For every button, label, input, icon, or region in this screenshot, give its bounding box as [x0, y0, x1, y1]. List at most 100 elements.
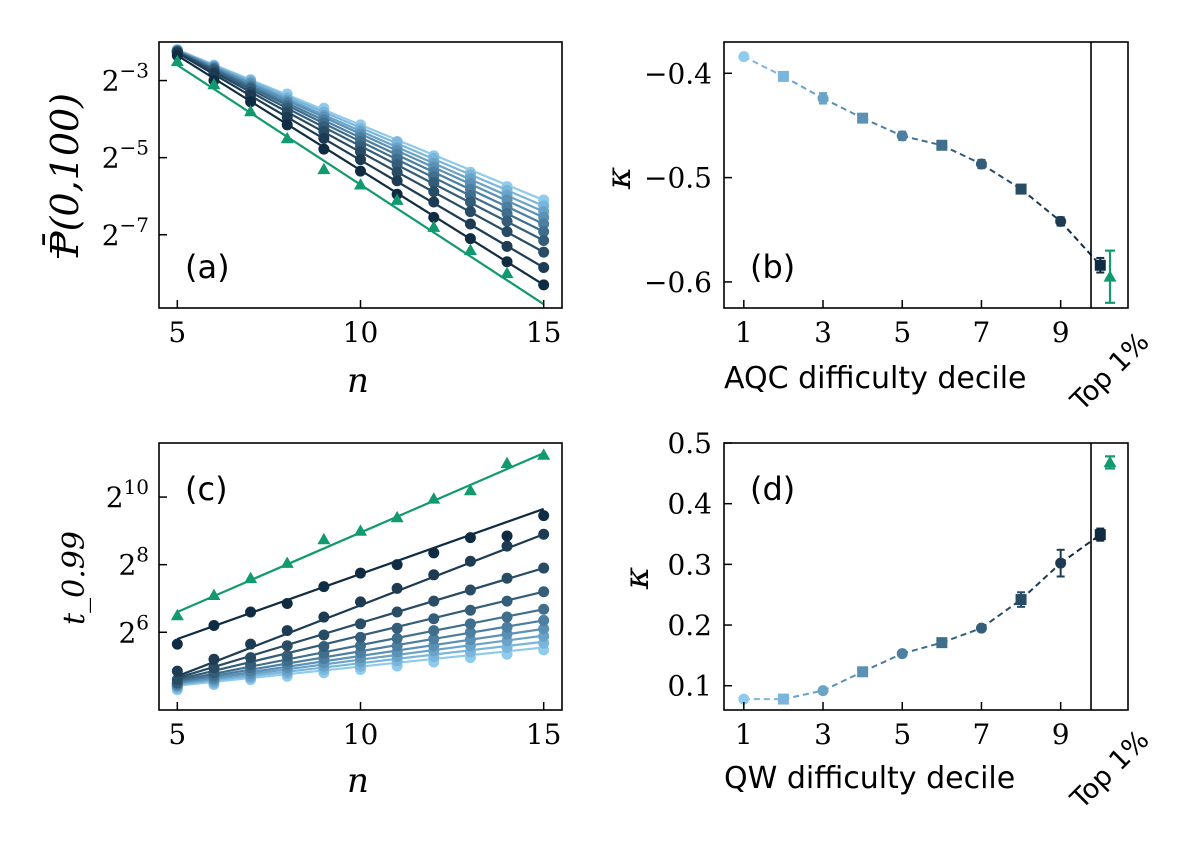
- panel-d-plot: [738, 455, 1117, 705]
- panel-c-plot: [170, 448, 551, 696]
- panel-a-point: [428, 211, 440, 223]
- panel-c-point: [355, 596, 366, 608]
- panel-c-xlabel: n: [347, 761, 369, 801]
- panel-c-point: [318, 629, 330, 641]
- panel-c-point: [428, 595, 440, 607]
- panel-b-point: [1015, 183, 1027, 195]
- panel-c-series: [171, 562, 550, 686]
- panel-c-point: [245, 638, 257, 650]
- panel-a-xtick-label: 15: [526, 316, 562, 349]
- panel-d-ytick-label: 0.3: [667, 548, 712, 581]
- panel-b-xtick-label: 3: [814, 316, 832, 349]
- panel-d-connector: [862, 652, 903, 673]
- panel-c-point: [464, 626, 476, 638]
- panel-d-top1-marker: [1103, 455, 1117, 468]
- panel-c-point: [538, 603, 550, 615]
- panel-c-xtick-label: 10: [343, 718, 379, 751]
- panel-c-point: [538, 614, 550, 626]
- panel-a-point: [281, 119, 293, 131]
- panel-b-connector: [1020, 188, 1062, 223]
- panel-a-point: [170, 54, 184, 67]
- panel-c-point: [281, 650, 293, 662]
- panel-a-point: [538, 218, 550, 230]
- panel-d-ylabel: κ: [617, 567, 657, 590]
- panel-c-point: [208, 653, 220, 665]
- panel-c-point: [170, 608, 184, 621]
- panel-a-point: [354, 178, 367, 190]
- panel-a-point: [390, 193, 404, 205]
- panel-d-point: [896, 648, 908, 660]
- panel-b-xtick-label: 1: [735, 316, 753, 349]
- panel-a-point: [501, 208, 513, 220]
- panel-a-series: [171, 47, 550, 274]
- panel-d-point: [777, 693, 789, 705]
- panel-a-point: [501, 226, 513, 238]
- panel-b-connector: [743, 55, 784, 78]
- panel-d-xlabel: QW difficulty decile: [724, 761, 1015, 796]
- panel-c-point: [464, 555, 476, 567]
- panel-c-point: [391, 632, 403, 644]
- panel-d-point: [1094, 527, 1106, 542]
- panel-c-point: [501, 611, 513, 623]
- panel-a-point: [538, 235, 550, 247]
- panel-c-point: [355, 631, 366, 643]
- panel-a-point: [500, 266, 514, 279]
- panel-c-point: [500, 456, 514, 469]
- panel-a-xtick-label: 10: [343, 316, 379, 349]
- panel-c-point: [355, 567, 366, 579]
- panel-d-connector: [783, 689, 824, 701]
- panel-a-point: [355, 154, 366, 166]
- panel-c-series: [171, 507, 550, 650]
- panel-a-point: [501, 256, 513, 268]
- panel-d-marker: [817, 685, 829, 697]
- panel-a-ytick-label: 2−3: [102, 59, 149, 98]
- panel-c-xtick-label: 5: [168, 718, 186, 751]
- panel-c-xtick-label: 15: [526, 718, 562, 751]
- panel-c-point: [463, 483, 477, 496]
- panel-d-xtick-label: 7: [973, 718, 991, 751]
- panel-d-connector: [901, 641, 943, 655]
- panel-d-marker: [738, 693, 750, 705]
- panel-d-xtick-label: 5: [893, 718, 911, 751]
- panel-d-ytick-label: 0.4: [667, 488, 712, 521]
- panel-c-point: [281, 598, 293, 610]
- panel-c-ytick-label: 28: [118, 543, 149, 582]
- panel-d-top1-label: Top 1%: [1064, 724, 1155, 815]
- panel-b-connector: [1059, 220, 1102, 266]
- panel-b-frame: [723, 41, 1129, 309]
- panel-b-marker: [1015, 183, 1027, 195]
- panel-a-point: [281, 111, 293, 123]
- panel-c-point: [244, 571, 258, 584]
- panel-a-point: [501, 240, 513, 252]
- panel-a-ytick-label: 2−5: [102, 136, 149, 175]
- panel-d-connector: [941, 627, 982, 644]
- panel-b-top1-point: [1103, 249, 1117, 304]
- panel-d-marker: [777, 693, 789, 705]
- panel-c-point: [428, 569, 440, 581]
- panel-c-point: [318, 611, 330, 623]
- panel-a-xlabel: n: [347, 361, 369, 401]
- panel-b-ylabel: κ: [599, 167, 639, 190]
- panel-b-point: [738, 51, 750, 63]
- panel-c-point: [354, 524, 367, 536]
- panel-c-point: [538, 510, 550, 522]
- panel-c-point: [317, 532, 331, 545]
- panel-b-marker: [896, 130, 908, 142]
- panel-b-marker: [777, 70, 789, 82]
- panel-b-connector: [862, 117, 903, 137]
- panel-d-xtick-label: 9: [1052, 718, 1070, 751]
- panel-c: 5 10 15 210 28 26 (c) n t_0.99: [57, 442, 563, 801]
- panel-d-marker: [975, 622, 987, 634]
- panel-a-point: [538, 279, 550, 291]
- panel-c-point: [464, 618, 476, 630]
- panel-c-point: [464, 604, 476, 616]
- panel-d-top1-point: [1103, 455, 1117, 470]
- panel-c-point: [427, 492, 441, 504]
- panel-c-ylabel: t_0.99: [57, 531, 92, 625]
- panel-b-ytick-label: −0.6: [644, 266, 712, 299]
- panel-c-point: [501, 530, 513, 542]
- panel-b-connector: [822, 97, 864, 120]
- panel-c-point: [318, 640, 330, 652]
- panel-b-point: [857, 112, 869, 124]
- panel-a-point: [428, 196, 440, 208]
